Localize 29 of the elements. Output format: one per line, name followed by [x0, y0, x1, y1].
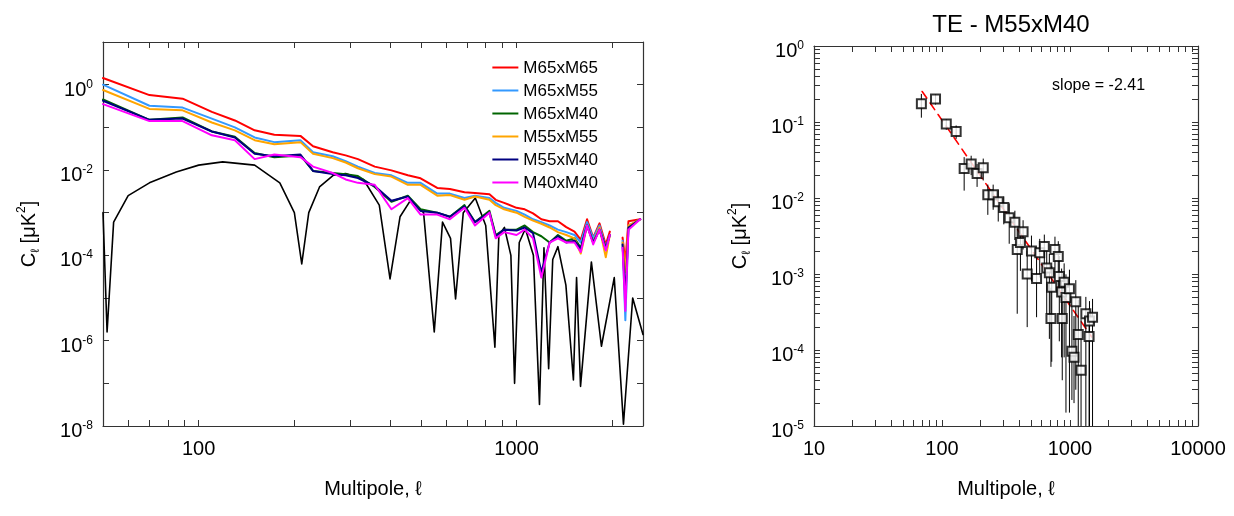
legend-label: M55xM40 — [523, 150, 598, 169]
y-tick-label: 10$^{-2}$ — [771, 189, 804, 214]
x-tick-label: 1000 — [1047, 437, 1093, 459]
x-axis-title: Multipole, ℓ — [957, 477, 1056, 499]
y-tick-label: 10$^{-8}$ — [60, 417, 93, 442]
x-tick-label: 1000 — [494, 437, 539, 459]
y-tick-label: 10$^{0}$ — [775, 37, 804, 62]
y-tick-label: 10$^{-4}$ — [771, 341, 804, 366]
y-tick-label: 10$^{-4}$ — [60, 246, 93, 271]
legend-label: M65xM65 — [523, 58, 598, 77]
y-axis-title: Cℓ [μK2] — [14, 200, 42, 268]
y-tick-label: 10$^{-6}$ — [60, 331, 93, 357]
x-axis-title: Multipole, ℓ — [324, 477, 423, 499]
legend-label: M65xM40 — [523, 104, 598, 123]
legend-label: M65xM55 — [523, 81, 598, 100]
x-tick-label: 10 — [802, 437, 826, 459]
annotation: slope = -2.41 — [1052, 75, 1146, 93]
y-tick-label: 10$^{-3}$ — [771, 265, 804, 290]
y-tick-label: 10$^{-2}$ — [60, 161, 93, 186]
y-tick-label: 10$^{-5}$ — [771, 417, 804, 442]
x-tick-label: 10000 — [1170, 437, 1226, 459]
legend-label: M40xM40 — [523, 173, 598, 192]
y-tick-label: 10$^{-1}$ — [771, 113, 804, 138]
x-tick-label: 100 — [181, 437, 216, 459]
legend-label: M55xM55 — [523, 127, 598, 146]
chart-title: TE - M55xM40 — [932, 9, 1090, 37]
x-tick-label: 100 — [925, 437, 959, 459]
y-tick-label: 10$^{0}$ — [64, 75, 93, 101]
y-axis-title: Cℓ [μK2] — [725, 202, 753, 270]
